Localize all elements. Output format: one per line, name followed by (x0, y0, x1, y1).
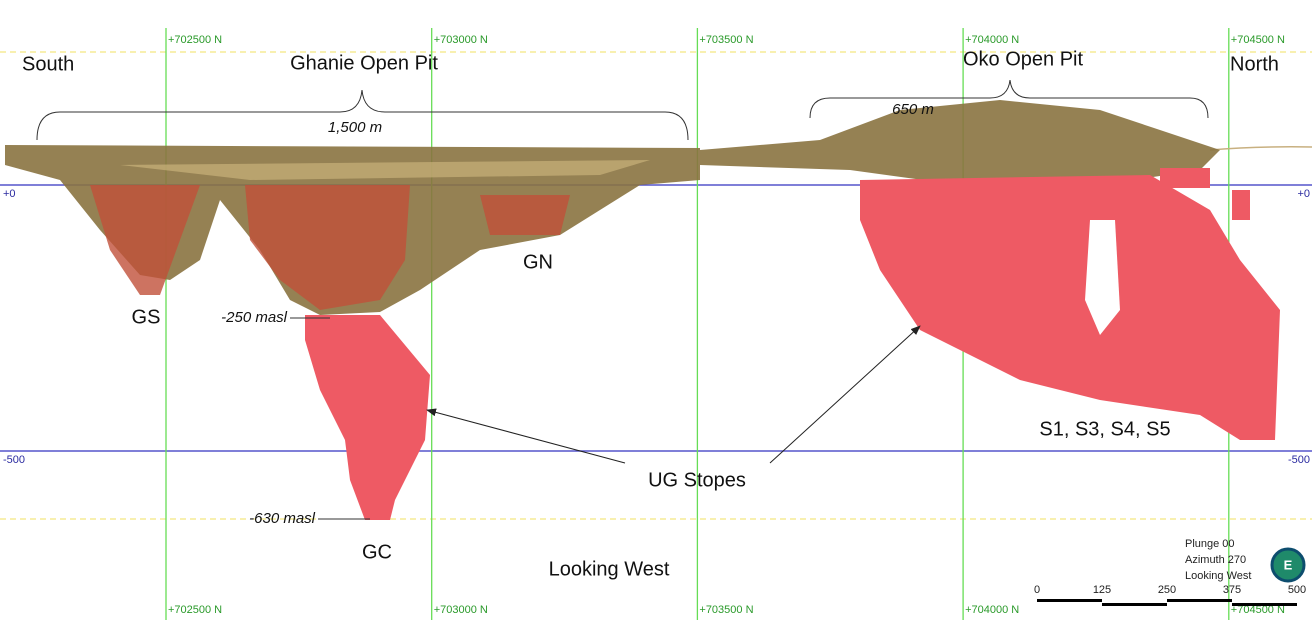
grid-label: +703500 N (699, 34, 753, 46)
label: -250 masl (221, 309, 288, 326)
terrain-line (1209, 146, 1312, 151)
bracket (36, 89, 689, 141)
label: Looking West (549, 558, 670, 580)
label: South (22, 53, 74, 75)
stope (860, 175, 1280, 440)
scale-label: 0 (1034, 584, 1040, 596)
grid-label: +703000 N (434, 604, 488, 616)
grid-label: +702500 N (168, 604, 222, 616)
stope (1232, 190, 1250, 220)
scale-label: 250 (1158, 584, 1176, 596)
elevation-label: +0 (1297, 188, 1310, 200)
compass (1270, 547, 1306, 583)
stope (245, 185, 410, 310)
bracket (809, 79, 1209, 119)
scale-segment (1102, 603, 1167, 606)
legend-text: Looking West (1185, 570, 1251, 582)
oko-pit (700, 100, 1220, 185)
grid-label: +704000 N (965, 34, 1019, 46)
stope (1160, 168, 1210, 188)
grid: +702500 N +702500 N +703000 N +703000 N +703… (3, 28, 1310, 620)
elevation-label: -500 (3, 454, 25, 466)
scale-segment (1167, 599, 1232, 602)
label: -630 masl (249, 510, 316, 527)
legend-text: Azimuth 270 (1185, 554, 1246, 566)
grid-label: +703500 N (699, 604, 753, 616)
grid-label: +704500 N (1231, 604, 1285, 616)
label: Oko Open Pit (963, 48, 1084, 70)
label: North (1230, 53, 1279, 75)
label: UG Stopes (648, 469, 746, 491)
label: S1, S3, S4, S5 (1039, 418, 1170, 440)
scale-label: 375 (1223, 584, 1241, 596)
scale-label: 500 (1288, 584, 1306, 596)
label: GN (523, 251, 553, 273)
arrow (769, 325, 921, 464)
grid-label: +703000 N (434, 34, 488, 46)
stope (480, 195, 570, 235)
label: GS (132, 306, 161, 328)
compass-label: E (1284, 557, 1293, 572)
stope (90, 185, 200, 295)
grid-label: +702500 N (168, 34, 222, 46)
pit-floor (120, 160, 650, 180)
scale-segment (1037, 599, 1102, 602)
scale-segment (1232, 603, 1297, 606)
legend-text: Plunge 00 (1185, 538, 1235, 550)
scale-bar: 0 125 250 375 500 (1034, 584, 1306, 606)
arrow (426, 408, 626, 464)
label: Ghanie Open Pit (290, 52, 438, 74)
label: 650 m (892, 101, 934, 118)
label: 1,500 m (328, 119, 382, 136)
elevation-label: +0 (3, 188, 16, 200)
grid-label: +704000 N (965, 604, 1019, 616)
stope-gap (1085, 220, 1120, 335)
scale-label: 125 (1093, 584, 1111, 596)
grid-label: +704500 N (1231, 34, 1285, 46)
elevation-label: -500 (1288, 454, 1310, 466)
label: GC (362, 541, 392, 563)
stope (305, 315, 430, 520)
